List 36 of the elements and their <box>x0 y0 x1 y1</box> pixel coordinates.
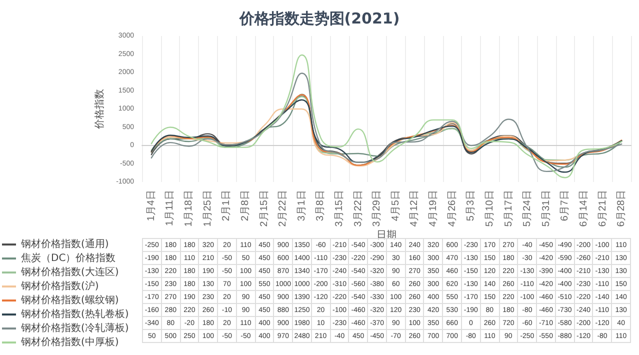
legend-label: 钢材价格指数(冷轧薄板) <box>20 322 129 334</box>
x-tick-label: 2月8日 <box>240 190 251 222</box>
x-tick-label: 5月3日 <box>466 190 477 222</box>
x-tick-label: 4月26日 <box>446 190 458 227</box>
legend-label: 钢材价格指数(中厚板) <box>20 336 119 348</box>
legend-label: 钢材价格指数(通用) <box>20 238 109 250</box>
x-tick-label: 4月12日 <box>409 190 420 227</box>
x-tick-label: 1月18日 <box>184 190 195 227</box>
legend-label: 钢材价格指数(热轧卷板) <box>20 308 129 320</box>
x-tick-label: 3月29日 <box>372 190 383 227</box>
x-tick-label: 5月24日 <box>522 190 534 227</box>
x-tick-label: 2月15日 <box>258 190 270 227</box>
x-tick-label: 3月1日 <box>296 190 308 222</box>
x-tick-label: 2月1日 <box>221 190 232 222</box>
x-tick-label: 2月22日 <box>278 190 289 227</box>
legend-label: 钢材价格指数(螺纹钢) <box>20 294 119 306</box>
x-tick-label: 6月21日 <box>597 190 608 227</box>
x-tick-label: 6月14日 <box>578 190 590 227</box>
x-tick-label: 1月11日 <box>164 190 176 226</box>
x-tick-label: 5月31日 <box>540 190 552 227</box>
x-tick-label: 6月28日 <box>616 190 628 227</box>
legend-label: 焦炭（DC）价格指数 <box>21 252 116 264</box>
x-tick-label: 4月19日 <box>428 190 440 227</box>
chart-title: 价格指数走势图(2021) <box>238 10 400 28</box>
x-tick-label: 5月10日 <box>484 190 496 227</box>
y-axis-title: 价格指数 <box>94 89 106 130</box>
x-tick-label: 6月7日 <box>560 190 571 222</box>
x-tick-label: 4月5日 <box>390 190 402 222</box>
x-tick-label: 1月4日 <box>146 190 157 222</box>
x-tick-label: 1月25日 <box>202 190 214 227</box>
legend-label: 钢材价格指数(沪) <box>20 280 99 292</box>
x-tick-label: 3月8日 <box>315 190 326 222</box>
x-tick-label: 3月15日 <box>334 190 345 227</box>
x-tick-label: 3月22日 <box>352 190 364 227</box>
legend-label: 钢材价格指数(大连区) <box>20 266 119 278</box>
x-tick-label: 5月17日 <box>503 190 514 227</box>
